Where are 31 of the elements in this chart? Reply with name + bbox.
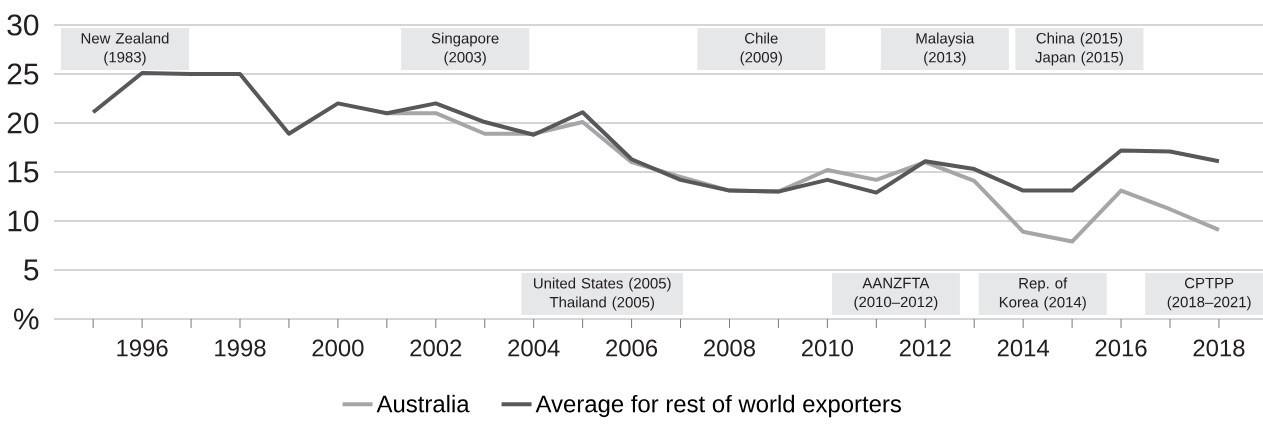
x-tick-label: 1996: [117, 339, 168, 357]
y-tick-label: 15: [8, 161, 39, 183]
legend-label: Average for rest of world exporters: [535, 394, 901, 418]
annotation: CPTPP (2018–2021): [1167, 277, 1251, 311]
y-tick-label: %: [13, 308, 39, 330]
y-tick-label: 10: [8, 210, 39, 232]
annotation: Singapore (2003): [431, 32, 499, 66]
y-tick-label: 25: [7, 63, 39, 85]
x-tick-label: 2008: [704, 339, 756, 357]
annotation: Malaysia (2013): [916, 32, 975, 66]
x-tick-label: 2002: [410, 339, 462, 357]
x-tick-label: 2012: [899, 339, 951, 357]
legend-label: Australia: [376, 394, 470, 413]
annotation: AANZFTA (2010–2012): [854, 277, 938, 311]
annotation: New Zealand (1983): [81, 32, 169, 66]
x-tick-label: 2006: [606, 339, 658, 357]
x-tick-label: 2014: [997, 339, 1050, 357]
annotation: Chile (2009): [740, 32, 782, 66]
x-tick-label: 2018: [1193, 339, 1245, 357]
line-series: [91, 71, 1221, 195]
x-tick-label: 2016: [1095, 339, 1147, 357]
x-tick-label: 1998: [215, 339, 266, 357]
x-tick-label: 2004: [508, 339, 560, 357]
y-tick-label: 30: [7, 14, 39, 36]
annotation: Rep. of Korea (2014): [999, 277, 1086, 311]
x-tick-label: 2000: [312, 339, 364, 357]
y-tick-label: 5: [24, 259, 39, 281]
y-tick-label: 20: [7, 112, 39, 134]
annotation: China (2015) Japan (2015): [1035, 32, 1123, 66]
x-tick-label: 2010: [801, 339, 854, 357]
annotation: United States (2005) Thailand (2005): [534, 277, 671, 311]
